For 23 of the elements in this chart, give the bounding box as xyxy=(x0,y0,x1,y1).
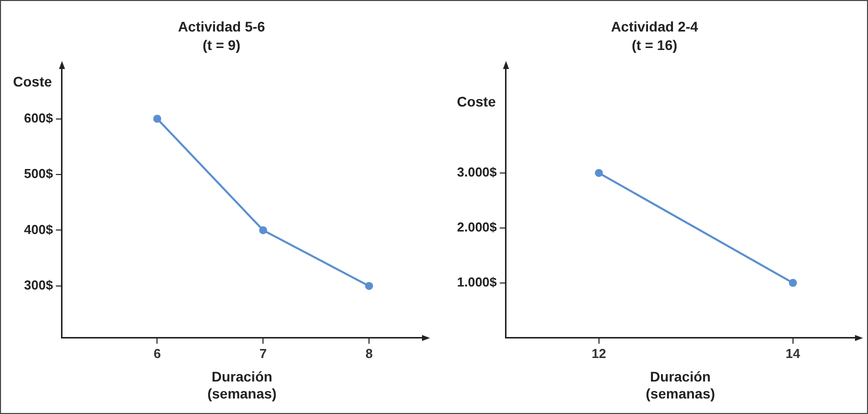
point xyxy=(153,114,162,123)
x-tick-label: 6 xyxy=(154,346,161,362)
x-tick-label: 7 xyxy=(260,346,267,362)
y-tick-label: 1.000$ xyxy=(456,274,498,290)
x-tick-label: 8 xyxy=(365,346,373,362)
y-tick-label: 3.000$ xyxy=(456,164,498,180)
x-axis-title: Duración (semanas) xyxy=(646,368,716,402)
chart-title: Actividad 5-6 xyxy=(178,18,266,34)
point xyxy=(365,282,374,290)
y-tick-label: 500$ xyxy=(24,166,54,182)
y-tick-label: 400$ xyxy=(24,222,54,237)
chart-title: Actividad 2-4 xyxy=(610,18,698,34)
chart-subtitle: (t = 9) xyxy=(202,37,240,54)
chart-subtitle: (t = 16) xyxy=(632,37,678,54)
y-tick-label: 300$ xyxy=(24,278,54,293)
x-axis-title: Duración (semanas) xyxy=(207,368,277,402)
y-axis-title: Coste xyxy=(456,93,496,110)
y-tick-label: 2.000$ xyxy=(456,220,498,234)
y-tick-label: 600$ xyxy=(24,110,54,126)
y-axis-title: Coste xyxy=(13,73,52,90)
point xyxy=(259,226,268,234)
x-tick-label: 14 xyxy=(786,346,801,362)
x-tick-label: 12 xyxy=(592,346,606,362)
